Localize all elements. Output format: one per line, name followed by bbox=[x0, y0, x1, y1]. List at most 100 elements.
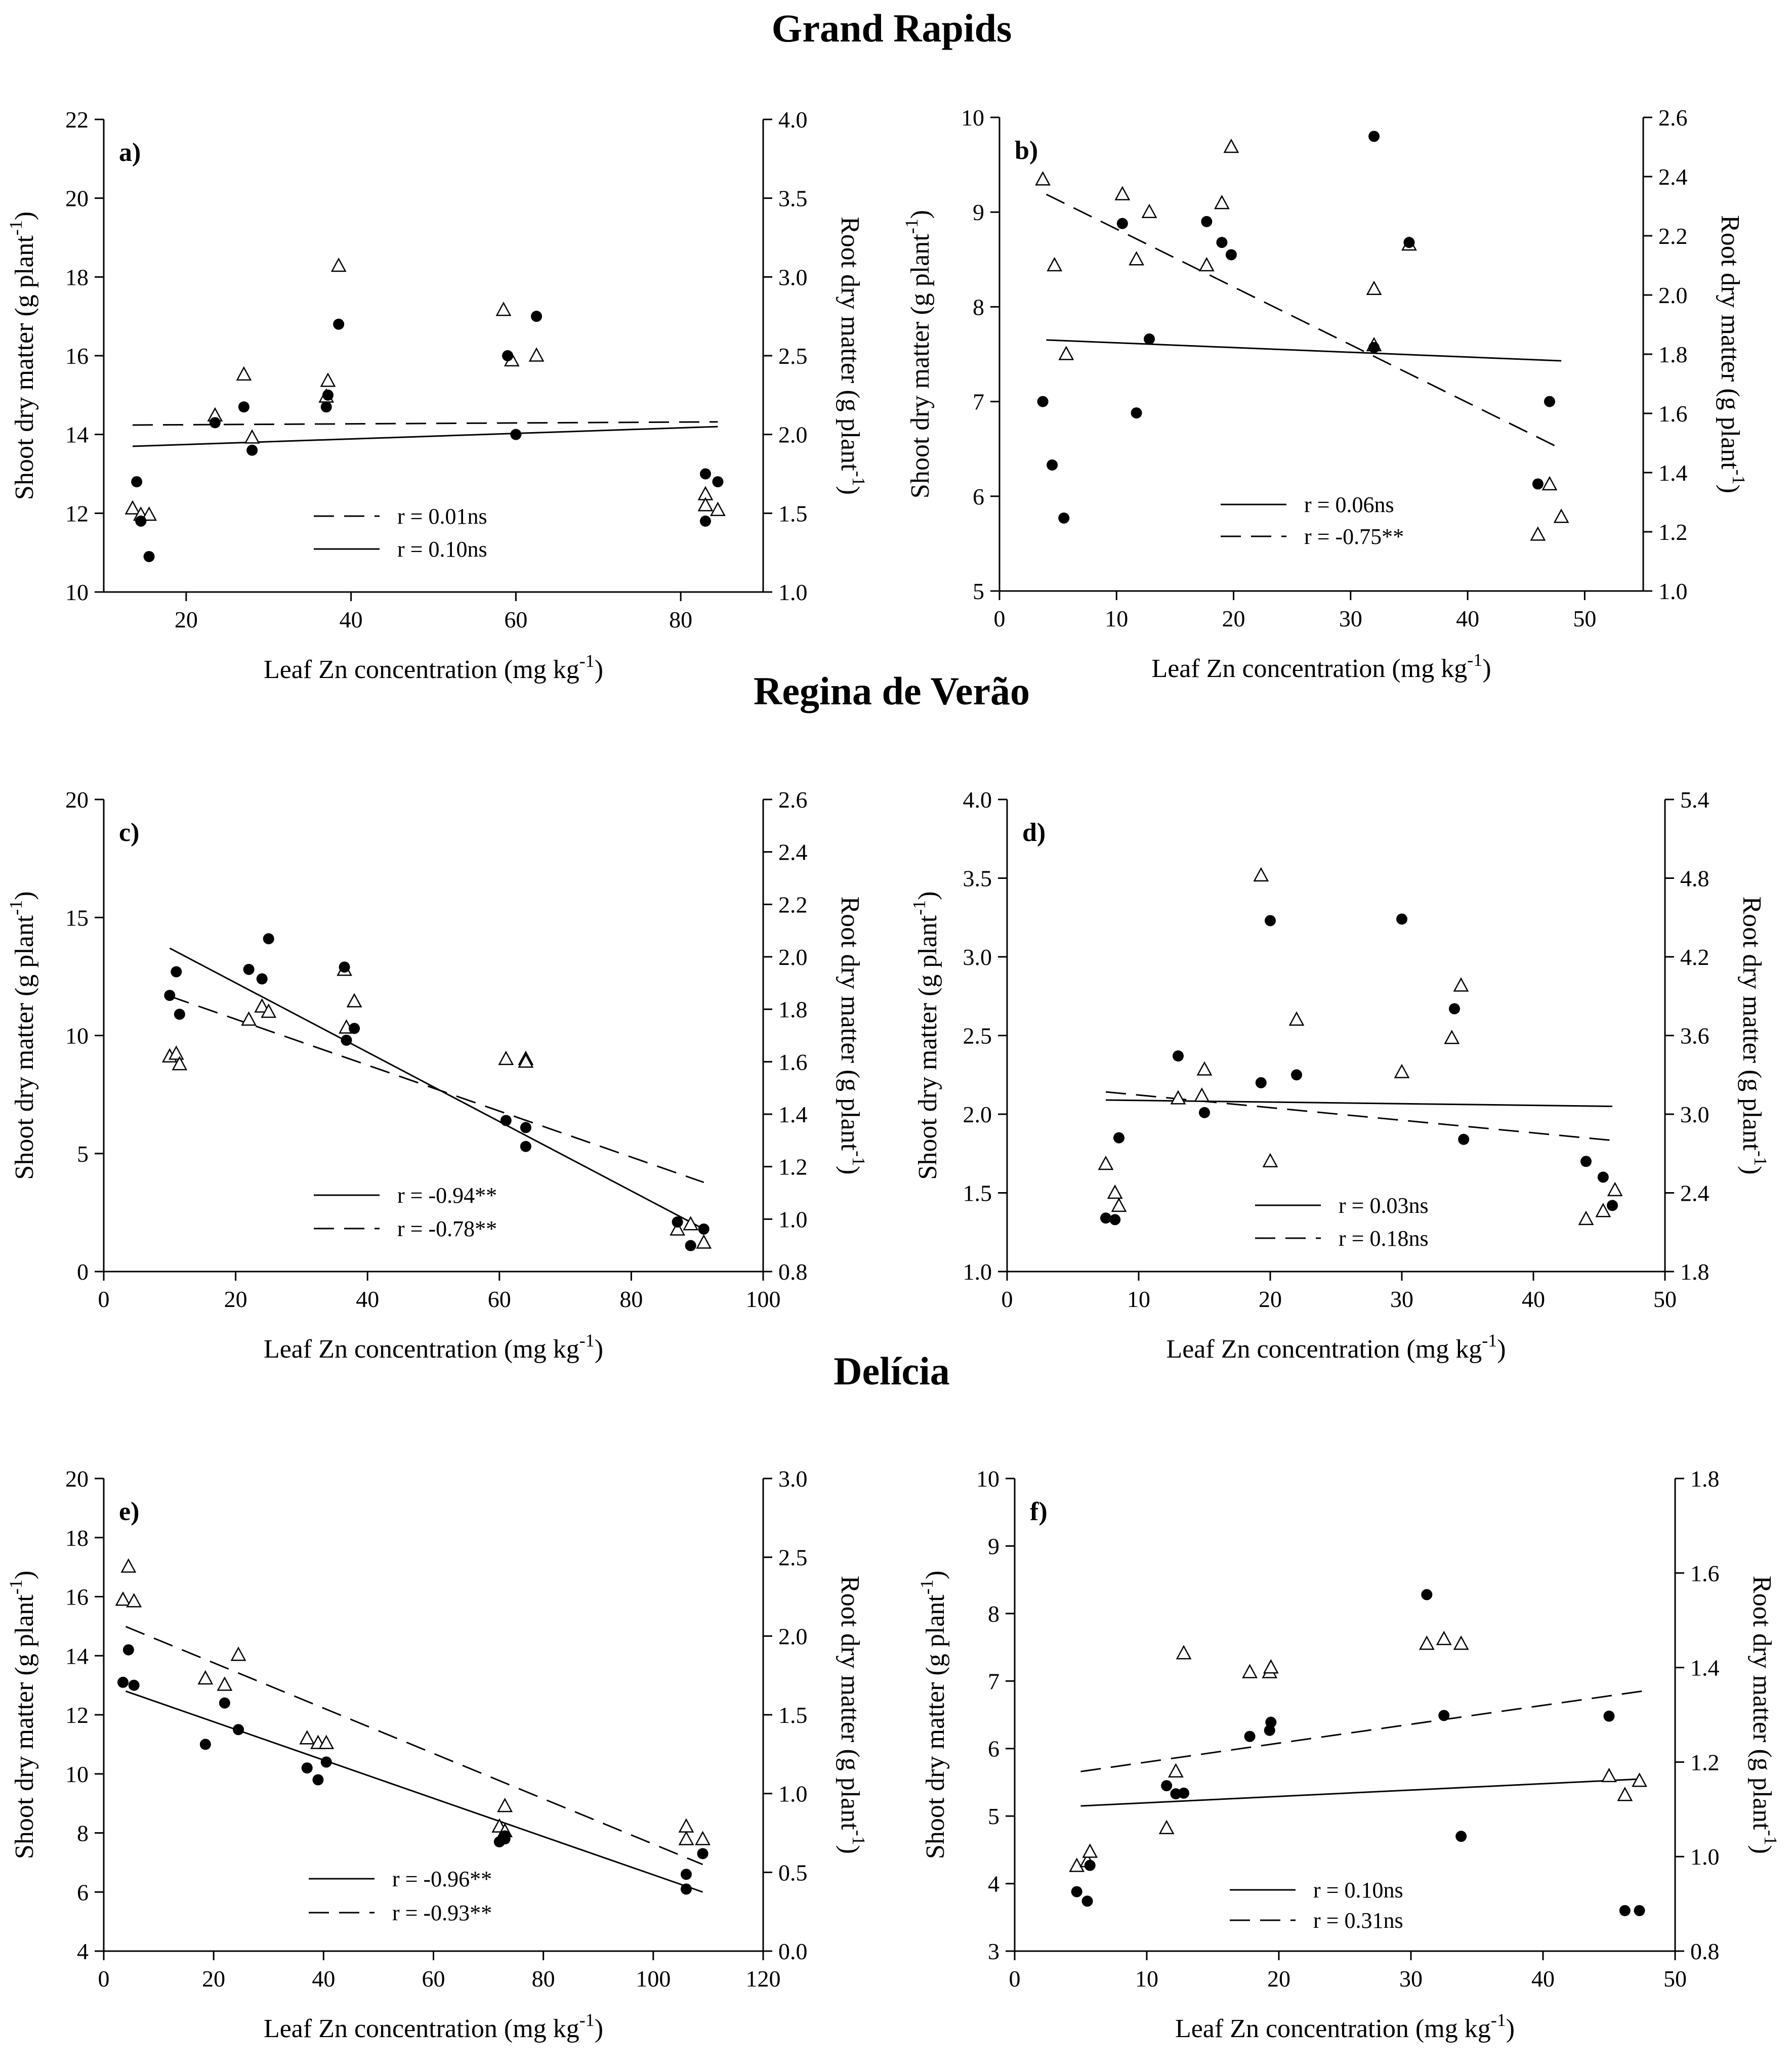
root-point bbox=[1601, 1767, 1617, 1783]
shoot-point bbox=[1178, 1787, 1190, 1799]
legend-label-solid: r = -0.94** bbox=[397, 1183, 497, 1208]
x-tick-label: 20 bbox=[1267, 1966, 1290, 1992]
shoot-point bbox=[233, 1724, 244, 1736]
y-right-tick-label: 1.0 bbox=[778, 579, 808, 605]
shoot-point bbox=[680, 1883, 692, 1895]
y-left-axis-label-close: ) bbox=[10, 891, 39, 900]
y-right-axis-label: Root dry matter (g plant-1) bbox=[1737, 897, 1771, 1175]
shoot-point bbox=[1161, 1780, 1173, 1792]
root-point bbox=[236, 366, 252, 381]
legend-label-solid: r = 0.03ns bbox=[1339, 1193, 1429, 1218]
shoot-point bbox=[1291, 1069, 1302, 1081]
x-tick-label: 80 bbox=[619, 1286, 643, 1312]
root-point bbox=[141, 506, 157, 521]
x-axis-label-close: ) bbox=[1497, 1335, 1506, 1364]
panel-d: 0 10 20 30 40 50 1.0 1.5 2.0 2.5 3.0 3.5 4.0 1.8 2.4 3.… bbox=[909, 787, 1771, 1364]
x-tick-label: 80 bbox=[532, 1966, 555, 1992]
shoot-point bbox=[1037, 396, 1049, 407]
x-axis-label-sup: -1 bbox=[579, 1330, 595, 1350]
x-tick-label: 20 bbox=[202, 1966, 225, 1992]
x-tick-label: 60 bbox=[488, 1286, 511, 1312]
y-right-tick-label: 1.2 bbox=[1690, 1749, 1720, 1775]
y-right-tick-label: 1.5 bbox=[778, 1702, 808, 1728]
shoot-point bbox=[1455, 1831, 1467, 1842]
shoot-point bbox=[1438, 1710, 1450, 1721]
shoot-point bbox=[1244, 1730, 1256, 1742]
y-right-tick-label: 1.0 bbox=[1690, 1844, 1720, 1870]
y-right-tick-label: 2.5 bbox=[778, 1545, 808, 1571]
legend-label-solid: r = -0.96** bbox=[392, 1867, 492, 1891]
y-right-tick-label: 3.0 bbox=[778, 264, 808, 290]
y-right-tick-label: 1.6 bbox=[778, 1049, 808, 1075]
y-right-tick-label: 2.0 bbox=[778, 944, 808, 970]
legend-label-solid: r = 0.10ns bbox=[397, 537, 487, 562]
legend-label-dashed: r = 0.18ns bbox=[1339, 1226, 1429, 1251]
x-tick-label: 20 bbox=[224, 1286, 247, 1312]
panel-label: f) bbox=[1030, 1497, 1048, 1526]
y-right-axis-label: Root dry matter (g plant-1) bbox=[836, 1576, 869, 1854]
y-left-tick-label: 4 bbox=[988, 1871, 999, 1897]
root-point bbox=[1632, 1772, 1647, 1787]
y-right-tick-label: 5.4 bbox=[1680, 787, 1710, 813]
root-point bbox=[1158, 1820, 1175, 1834]
shoot-point bbox=[1199, 1107, 1210, 1118]
root-point bbox=[1394, 1064, 1410, 1078]
root-point bbox=[197, 1670, 214, 1685]
y-right-tick-label: 0.8 bbox=[778, 1259, 808, 1285]
root-point bbox=[1553, 509, 1569, 523]
root-point bbox=[1111, 1197, 1127, 1212]
x-tick-label: 30 bbox=[1390, 1286, 1413, 1312]
root-point bbox=[528, 347, 545, 362]
y-left-tick-label: 10 bbox=[65, 1023, 89, 1049]
shoot-point bbox=[238, 401, 249, 413]
y-left-axis-label: Shoot dry matter (g plant-1) bbox=[916, 1571, 950, 1859]
root-point bbox=[1107, 1184, 1123, 1199]
y-right-axis-label-main: Root dry matter (g plant bbox=[1716, 215, 1744, 470]
y-right-tick-label: 1.8 bbox=[778, 997, 808, 1023]
shoot-point bbox=[1109, 1214, 1121, 1226]
shoot-point bbox=[1449, 1003, 1460, 1015]
y-right-axis-label-sup: -1 bbox=[849, 471, 869, 486]
y-right-tick-label: 4.0 bbox=[778, 107, 808, 133]
shoot-point bbox=[697, 1848, 709, 1860]
fit-line-shoot bbox=[132, 426, 718, 447]
y-right-axis-label-close: ) bbox=[836, 486, 864, 495]
y-left-tick-label: 14 bbox=[65, 1643, 89, 1669]
y-right-tick-label: 4.2 bbox=[1680, 944, 1710, 970]
y-right-tick-label: 3.5 bbox=[778, 186, 808, 212]
x-axis-label-main: Leaf Zn concentration (mg kg bbox=[264, 2014, 579, 2043]
root-point bbox=[261, 1003, 277, 1018]
panel-c: 0 20 40 60 80 100 0 5 10 15 20 0.8 1.0 1.2 1.4 1.6 1.8 2.… bbox=[6, 787, 869, 1364]
root-point bbox=[1170, 1090, 1186, 1105]
y-left-tick-label: 3.5 bbox=[963, 866, 992, 892]
y-left-axis-label-main: Shoot dry matter (g plant bbox=[921, 1594, 950, 1859]
shoot-point bbox=[164, 990, 176, 1001]
x-tick-label: 50 bbox=[1653, 1286, 1677, 1312]
root-point bbox=[1453, 977, 1469, 992]
y-left-axis-label-main: Shoot dry matter (g plant bbox=[10, 1594, 39, 1859]
y-right-axis-label: Root dry matter (g plant-1) bbox=[1747, 1576, 1781, 1854]
y-right-axis-label: Root dry matter (g plant-1) bbox=[836, 217, 869, 495]
x-axis-label: Leaf Zn concentration (mg kg-1) bbox=[1151, 650, 1491, 683]
root-point bbox=[1595, 1203, 1611, 1217]
root-point bbox=[1141, 203, 1157, 218]
shoot-point bbox=[143, 551, 155, 562]
x-axis-label: Leaf Zn concentration (mg kg-1) bbox=[264, 2010, 603, 2043]
x-axis-label-sup: -1 bbox=[1491, 2010, 1506, 2030]
x-tick-label: 40 bbox=[340, 607, 363, 632]
y-right-tick-label: 1.4 bbox=[1658, 460, 1688, 486]
y-left-tick-label: 5 bbox=[988, 1803, 999, 1829]
shoot-point bbox=[341, 1034, 352, 1046]
root-point bbox=[1419, 1635, 1435, 1650]
shoot-point bbox=[1131, 407, 1142, 419]
root-point bbox=[497, 1797, 513, 1812]
legend-label-dashed: r = 0.31ns bbox=[1313, 1908, 1403, 1933]
shoot-point bbox=[1603, 1710, 1615, 1722]
y-right-axis-label: Root dry matter (g plant-1) bbox=[836, 897, 869, 1175]
shoot-point bbox=[1047, 459, 1058, 471]
shoot-point bbox=[680, 1869, 692, 1880]
shoot-point bbox=[219, 1697, 230, 1709]
root-point bbox=[217, 1676, 233, 1691]
shoot-point bbox=[1225, 249, 1237, 261]
x-tick-label: 0 bbox=[98, 1286, 110, 1312]
